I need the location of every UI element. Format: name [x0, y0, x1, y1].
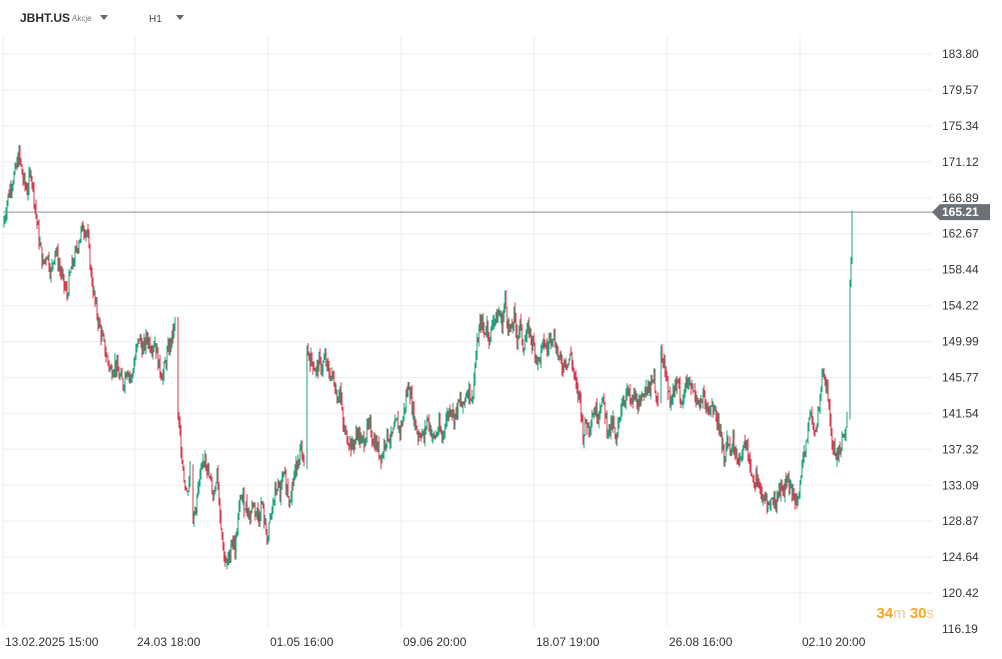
y-tick-label: 158.44: [942, 263, 979, 277]
candlestick-series: [3, 144, 853, 570]
current-price-tag: [932, 204, 990, 221]
y-axis: 183.80 179.57 175.34 171.12 166.89 162.67 158.…: [942, 47, 979, 636]
y-tick-label: 137.32: [942, 442, 979, 456]
y-tick-label: 154.22: [942, 299, 979, 313]
y-tick-label: 145.77: [942, 370, 979, 384]
chevron-down-icon[interactable]: [176, 15, 184, 20]
x-axis: 13.02.2025 15:00 24.03 18:00 01.05 16:00 09…: [5, 635, 866, 649]
y-tick-label: 175.34: [942, 119, 979, 133]
chart-toolbar: JBHT.US Akcje H1: [0, 0, 1002, 36]
timer-minutes-unit: m: [893, 605, 906, 622]
timeframe-selector[interactable]: H1: [149, 14, 162, 25]
y-tick-label: 171.12: [942, 155, 979, 169]
chart-grid: [2, 36, 932, 627]
y-tick-label: 166.89: [942, 191, 979, 205]
x-tick-label: 13.02.2025 15:00: [5, 635, 99, 649]
y-tick-label: 124.64: [942, 550, 979, 564]
x-tick-label: 01.05 16:00: [270, 635, 334, 649]
current-price-label: 165.21: [942, 205, 979, 219]
x-tick-label: 02.10 20:00: [802, 635, 866, 649]
chevron-down-icon[interactable]: [100, 15, 108, 20]
y-tick-label: 183.80: [942, 47, 979, 61]
timer-seconds-unit: s: [926, 605, 935, 622]
x-tick-label: 26.08 16:00: [669, 635, 733, 649]
y-tick-label: 179.57: [942, 83, 979, 97]
y-tick-label: 120.42: [942, 586, 979, 600]
x-tick-label: 09.06 20:00: [403, 635, 467, 649]
x-tick-label: 24.03 18:00: [137, 635, 201, 649]
y-tick-label: 141.54: [942, 406, 979, 420]
x-tick-label: 18.07 19:00: [536, 635, 600, 649]
current-price-line: 165.21: [3, 204, 990, 221]
market-type-label: Akcje: [72, 14, 92, 23]
y-tick-label: 149.99: [942, 335, 979, 349]
timer-seconds: 30: [909, 605, 927, 622]
y-tick-label: 162.67: [942, 227, 979, 241]
y-tick-label: 116.19: [942, 622, 978, 636]
symbol-selector[interactable]: JBHT.US: [20, 11, 71, 25]
candle-countdown-timer: 34m 30s: [876, 605, 934, 622]
y-tick-label: 128.87: [942, 514, 979, 528]
y-tick-label: 133.09: [942, 478, 979, 492]
timer-minutes: 34: [876, 605, 894, 622]
